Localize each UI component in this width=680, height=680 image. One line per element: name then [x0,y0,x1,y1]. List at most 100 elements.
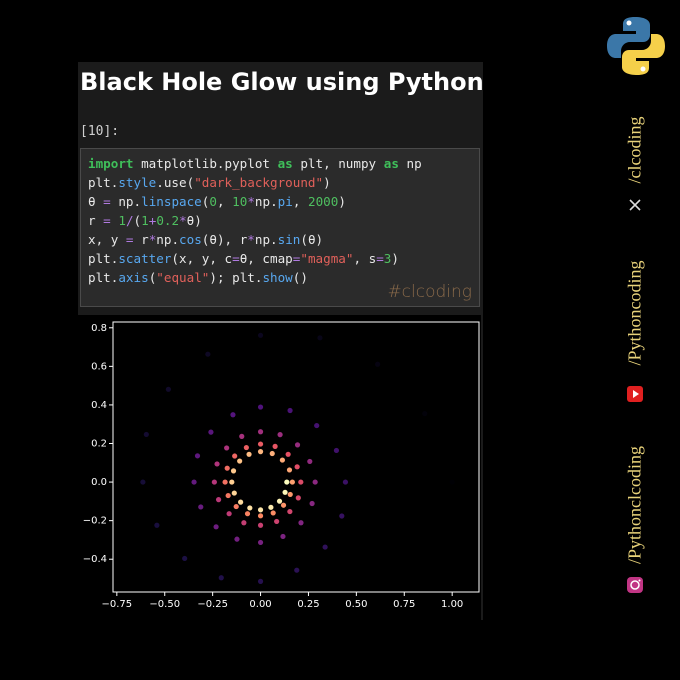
x-tick-label: 0.50 [345,599,367,610]
code-token: ( [133,213,142,228]
point [285,451,291,457]
social-handle: /Pythonclcoding [624,446,645,564]
point [230,412,236,418]
code-token: * [148,232,157,247]
point [238,499,244,505]
code-token: plt. [88,270,119,285]
point [214,461,220,467]
point [257,441,264,447]
point [282,489,288,495]
x-tick-label: 0.75 [393,599,415,610]
code-token: ); plt. [209,270,263,285]
point [244,511,251,517]
code-token: sin [277,232,301,247]
chart: −0.75 −0.50 −0.25 0.00 0.25 0.50 0.75 1.00 −0.4 −… [78,315,481,620]
code-token: r [88,213,104,228]
code-token: , [292,194,308,209]
code-token: import [88,156,134,171]
point [257,449,264,455]
point [312,479,318,485]
code-token: axis [118,270,149,285]
point [231,490,237,496]
x-tick-label: 0.25 [297,599,319,610]
point [257,578,264,584]
youtube-icon [627,386,643,402]
code-token: θ) [186,213,202,228]
point [449,479,455,485]
code-token: / [125,213,134,228]
point [257,507,264,513]
code-token: "magma" [300,251,354,266]
code-token: ) [338,194,346,209]
point [298,479,304,485]
x-tick-label: −0.50 [149,599,180,610]
axes-frame [112,321,480,593]
point [239,433,245,439]
code-token: (x, y, c [171,251,233,266]
point [257,404,264,410]
code-line: plt.axis("equal"); plt.show() [88,268,479,287]
code-cell: import matplotlib.pyplot as plt, numpy a… [80,148,480,307]
social-handle: /Pythoncoding [624,260,645,366]
code-token: (θ), r [201,232,248,247]
y-tick-label: 0.6 [91,361,107,372]
point [154,522,160,528]
code-token: * [247,194,255,209]
point [422,411,428,417]
code-token: matplotlib.pyplot [133,156,278,171]
y-tick-label: 0.8 [91,323,107,334]
code-token: .use( [156,175,195,190]
point [225,492,231,499]
code-token: ) [391,251,399,266]
point [211,479,217,485]
point [165,386,171,392]
code-token: 3 [383,251,392,266]
point [257,522,264,528]
code-token: cos [179,232,202,247]
point [294,567,300,573]
code-token: pi [277,194,293,209]
code-token: show [262,270,293,285]
x-tick-label: 0.00 [249,599,271,610]
code-token: 1 [141,213,149,228]
code-token: "equal" [156,270,210,285]
point [257,332,264,338]
point [375,361,381,367]
point [307,458,313,465]
point [269,450,275,457]
point [272,443,278,449]
point [226,511,232,517]
code-token: * [247,232,255,247]
code-token: θ [88,194,104,209]
code-token: () [292,270,308,285]
code-token: ( [201,194,210,209]
watermark: #clcoding [387,282,472,302]
point [274,518,280,525]
point [224,445,230,451]
point [191,479,197,485]
code-line: plt.scatter(x, y, c=θ, cmap="magma", s=3… [88,249,479,268]
point [314,422,320,429]
code-token: , [216,194,233,209]
point [286,467,293,473]
y-tick-label: 0.2 [91,439,107,450]
point [205,351,211,357]
point [208,429,214,435]
point [268,504,274,510]
point [280,533,286,540]
point [143,431,149,438]
code-token: style [118,175,157,190]
point [257,513,264,519]
code-token: np. [110,194,142,209]
point [333,447,340,454]
y-tick-label: −0.4 [83,554,107,565]
code-token: = [103,213,111,228]
point [224,465,230,471]
code-token: x, y [88,232,126,247]
code-line: plt.style.use("dark_background") [88,173,479,192]
point [284,479,290,485]
code-token: r [133,232,149,247]
point [270,510,276,516]
point [218,575,224,581]
